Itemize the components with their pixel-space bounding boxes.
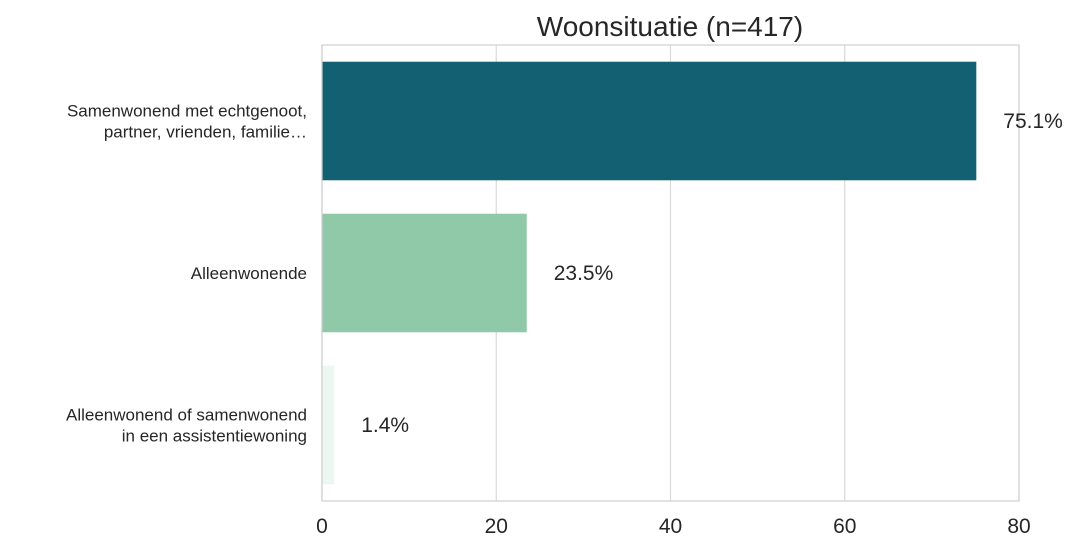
plot-frame (321, 44, 1020, 502)
category-label: partner, vrienden, familie… (104, 123, 307, 142)
x-tick-label: 60 (833, 515, 856, 537)
bar-value-label: 75.1% (1003, 110, 1063, 133)
x-tick-label: 40 (659, 515, 682, 537)
bars (322, 61, 977, 485)
x-tick-label: 20 (485, 515, 508, 537)
category-label: Alleenwonende (191, 264, 307, 283)
bar (322, 365, 335, 485)
bar (322, 213, 527, 333)
data-labels: 75.1% 23.5% 1.4% (361, 110, 1063, 437)
category-label: in een assistentiewoning (122, 427, 307, 446)
category-label: Samenwonend met echtgenoot, (67, 102, 307, 121)
category-labels: Samenwonend met echtgenoot, partner, vrie… (66, 102, 307, 446)
x-axis-ticks: 0 20 40 60 80 (316, 515, 1031, 537)
bar-value-label: 1.4% (361, 414, 409, 437)
x-tick-label: 0 (316, 515, 328, 537)
chart-title: Woonsituatie (n=417) (537, 11, 803, 42)
category-label: Alleenwonend of samenwonend (66, 406, 307, 425)
bar-value-label: 23.5% (554, 262, 614, 285)
bar (322, 61, 977, 181)
x-tick-label: 80 (1007, 515, 1030, 537)
